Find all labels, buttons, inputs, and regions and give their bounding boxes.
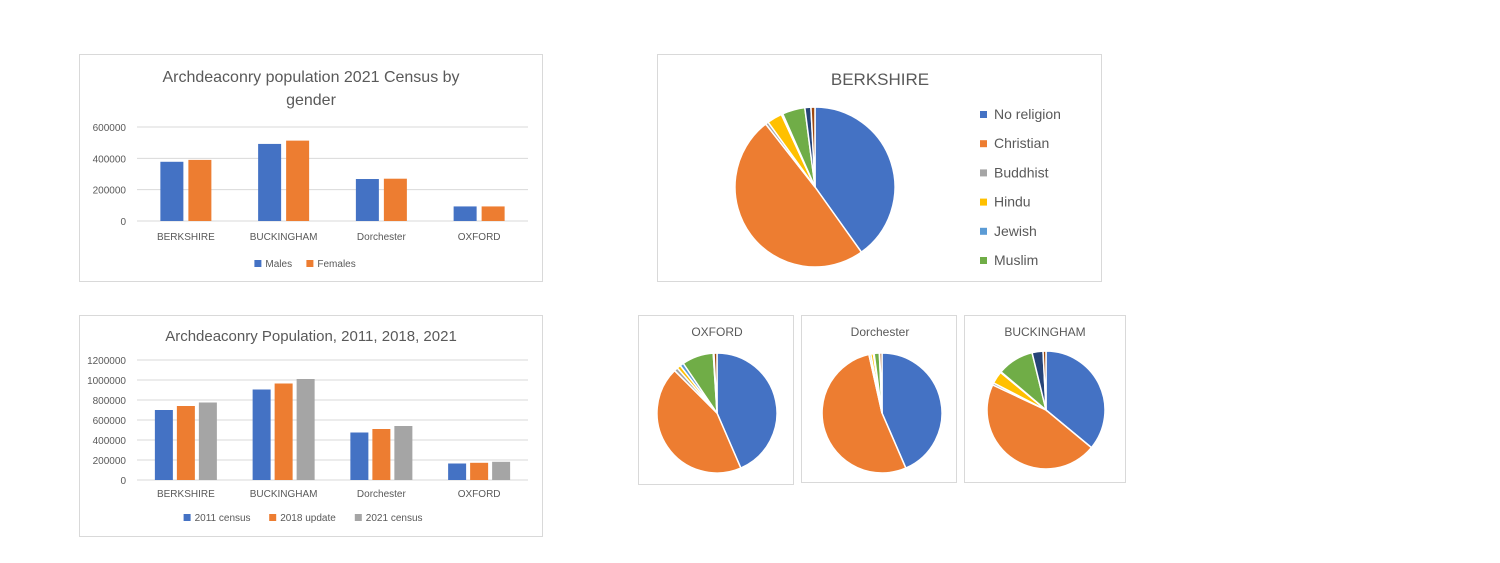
legend-swatch-no-religion	[980, 111, 987, 118]
buckingham-pie-chart-panel: BUCKINGHAM	[964, 315, 1126, 483]
berkshire-pie-chart-panel: BERKSHIRE No religion Christian Buddhist Hin…	[657, 54, 1102, 282]
bar-males-berkshire	[160, 161, 184, 221]
population-bar-chart-panel: Archdeaconry Population, 2011, 2018, 202…	[79, 315, 543, 537]
x-category-label: Dorchester	[357, 489, 407, 500]
slice-no-religion	[814, 106, 896, 254]
legend-label-2018-update: 2018 update	[280, 513, 336, 524]
gender-bar-chart-panel: Archdeaconry population 2021 Census by ge…	[79, 54, 543, 282]
legend-swatch-christian	[980, 140, 987, 148]
bar-2011-census-dorchester	[350, 432, 369, 480]
legend-label-females: Females	[317, 259, 355, 270]
legend-label-jewish: Jewish	[994, 223, 1037, 239]
y-tick-label: 200000	[93, 456, 127, 467]
bar-females-buckingham	[286, 140, 310, 221]
x-category-label: BUCKINGHAM	[250, 489, 318, 500]
chart-title: BERKSHIRE	[831, 70, 929, 89]
slice-christian	[734, 122, 863, 268]
slice-no-religion	[716, 352, 778, 470]
y-tick-label: 400000	[93, 436, 127, 447]
bar-2021-census-berkshire	[198, 402, 217, 480]
chart-title: Archdeaconry Population, 2011, 2018, 202…	[165, 328, 457, 345]
legend-label-buddhist: Buddhist	[994, 164, 1049, 180]
legend-label-2021-census: 2021 census	[366, 513, 423, 524]
y-tick-label: 0	[120, 476, 126, 487]
x-category-label: BUCKINGHAM	[250, 232, 318, 243]
legend-label-2011-census: 2011 census	[195, 513, 251, 524]
slice-other	[713, 352, 718, 414]
y-tick-label: 400000	[93, 154, 127, 165]
bar-females-dorchester	[383, 178, 407, 221]
slice-no-religion	[1045, 350, 1106, 449]
y-tick-label: 600000	[93, 123, 127, 134]
slice-other	[1042, 350, 1047, 411]
x-category-label: OXFORD	[458, 232, 501, 243]
bar-2021-census-buckingham	[296, 379, 315, 480]
legend-label-muslim: Muslim	[994, 252, 1038, 268]
bar-2021-census-dorchester	[394, 426, 413, 480]
chart-title: Dorchester	[851, 325, 910, 339]
y-tick-label: 800000	[93, 396, 127, 407]
chart-title: gender	[286, 92, 336, 109]
x-category-label: BERKSHIRE	[157, 489, 215, 500]
legend-label-males: Males	[265, 259, 292, 270]
slice-christian	[821, 353, 907, 474]
x-category-label: OXFORD	[458, 489, 501, 500]
dorchester-pie-chart-panel: Dorchester	[801, 315, 957, 483]
berkshire-pie-chart: BERKSHIRE No religion Christian Buddhist Hin…	[734, 70, 1061, 268]
bar-2021-census-oxford	[492, 461, 511, 480]
legend-swatch-2021-census	[354, 514, 362, 521]
gender-bar-chart: Archdeaconry population 2021 Census by ge…	[93, 69, 528, 270]
y-tick-label: 200000	[93, 186, 127, 197]
oxford-pie-chart-panel: OXFORD	[638, 315, 794, 485]
bar-males-oxford	[453, 206, 477, 221]
dorchester-pie-chart: Dorchester	[821, 325, 943, 474]
legend-swatch-2011-census	[183, 514, 191, 521]
buckingham-pie-chart: BUCKINGHAM	[986, 325, 1106, 470]
legend-swatch-muslim	[980, 257, 987, 264]
legend-swatch-males	[254, 260, 262, 267]
slice-christian	[986, 383, 1093, 470]
bar-2018-update-oxford	[470, 462, 489, 480]
bar-2018-update-buckingham	[274, 383, 293, 480]
legend-swatch-2018-update	[269, 514, 277, 521]
oxford-pie-chart: OXFORD	[656, 325, 778, 474]
chart-title: BUCKINGHAM	[1004, 325, 1085, 339]
y-tick-label: 1200000	[87, 356, 126, 367]
legend-swatch-females	[306, 260, 314, 267]
bar-2018-update-berkshire	[176, 406, 195, 480]
y-tick-label: 1000000	[87, 376, 126, 387]
y-tick-label: 0	[120, 217, 126, 228]
bar-2011-census-oxford	[448, 463, 467, 480]
population-bar-chart: Archdeaconry Population, 2011, 2018, 202…	[87, 328, 528, 524]
bar-females-oxford	[481, 206, 505, 221]
slice-no-religion	[881, 352, 943, 470]
slice-christian	[656, 369, 742, 474]
legend-swatch-hindu	[980, 198, 987, 206]
y-tick-label: 600000	[93, 416, 127, 427]
bar-2011-census-buckingham	[252, 389, 271, 480]
bar-2011-census-berkshire	[154, 410, 173, 480]
bar-females-berkshire	[188, 159, 212, 221]
bar-males-buckingham	[258, 143, 282, 221]
x-category-label: BERKSHIRE	[157, 232, 215, 243]
slice-other	[810, 106, 816, 188]
bar-2018-update-dorchester	[372, 429, 391, 480]
chart-title: OXFORD	[691, 325, 743, 339]
legend-label-no-religion: No religion	[994, 106, 1061, 122]
x-category-label: Dorchester	[357, 232, 407, 243]
legend-label-christian: Christian	[994, 135, 1049, 151]
slice-other	[878, 352, 883, 414]
bar-males-dorchester	[355, 179, 379, 221]
legend-label-hindu: Hindu	[994, 194, 1031, 210]
legend-swatch-jewish	[980, 227, 987, 235]
legend-swatch-buddhist	[980, 169, 987, 177]
chart-title: Archdeaconry population 2021 Census by	[162, 69, 459, 86]
